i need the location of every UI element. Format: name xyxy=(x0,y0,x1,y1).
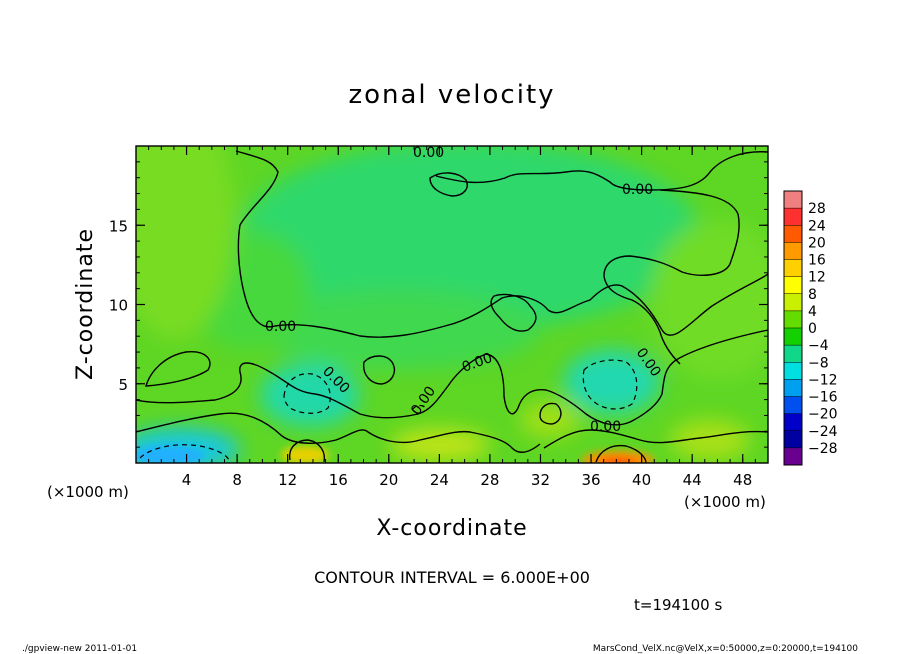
colorbar-swatch xyxy=(784,379,802,397)
neg-contour-right xyxy=(582,359,638,410)
colorbar-swatch xyxy=(784,328,802,346)
x-tick-label: 8 xyxy=(232,471,242,489)
chart-title: zonal velocity xyxy=(348,80,555,110)
colorbar-swatch xyxy=(784,259,802,277)
contour-interval-label: CONTOUR INTERVAL = 6.000E+00 xyxy=(314,568,590,587)
y-axis: 5 10 15 xyxy=(109,145,768,464)
contour-label: 0.00 xyxy=(590,419,621,435)
colorbar-label: 4 xyxy=(808,304,817,320)
contour-small-3 xyxy=(595,444,647,463)
colorbar-label: −8 xyxy=(808,355,829,371)
colorbar-label: 28 xyxy=(808,201,826,217)
footer-left: ./gpview-new 2011-01-01 xyxy=(22,644,137,654)
x-tick-label: 36 xyxy=(581,471,600,489)
colorbar-swatch xyxy=(784,225,802,243)
contour-small-4 xyxy=(539,402,562,425)
colorbar-label: 16 xyxy=(808,253,826,269)
colorbar-swatch xyxy=(784,310,802,329)
contour-island-2 xyxy=(363,355,396,385)
contour-small-2 xyxy=(289,439,326,463)
colorbar-label: −4 xyxy=(808,338,829,354)
x-tick-label: 32 xyxy=(531,471,550,489)
y-axis-label: Z-coordinate xyxy=(73,228,98,380)
contour-label: 0.00 xyxy=(622,182,653,198)
zero-contour-upper xyxy=(235,150,768,338)
footer-right: MarsCond_VelX.nc@VelX,x=0:50000,z=0:2000… xyxy=(593,644,858,654)
colorbar-swatch xyxy=(784,276,802,295)
x-axis-label: X-coordinate xyxy=(376,516,527,541)
y-tick-label: 15 xyxy=(109,217,128,235)
colorbar-swatch xyxy=(784,430,802,449)
field-shading xyxy=(136,146,768,463)
neg-contour-small xyxy=(411,404,429,411)
y-tick-label: 5 xyxy=(118,376,128,394)
colorbar-label: 24 xyxy=(808,218,826,234)
colorbar-label: −28 xyxy=(808,441,838,457)
x-tick-label: 24 xyxy=(430,471,449,489)
x-tick-label: 44 xyxy=(683,471,702,489)
colorbar-label: 20 xyxy=(808,235,826,251)
colorbar-swatch xyxy=(784,208,802,226)
colorbar-label: 12 xyxy=(808,270,826,286)
zero-contour-lower xyxy=(136,329,768,426)
colorbar-swatch xyxy=(784,396,802,414)
colorbar-label: 8 xyxy=(808,287,817,303)
x-tick-label: 4 xyxy=(182,471,192,489)
y-tick-label: 10 xyxy=(109,297,128,315)
x-tick-label: 20 xyxy=(379,471,398,489)
colorbar-label: −16 xyxy=(808,390,838,406)
contour-small-1 xyxy=(145,351,211,387)
neg-contour-mid xyxy=(283,373,331,414)
x-tick-label: 16 xyxy=(329,471,348,489)
colorbar-swatch xyxy=(784,413,802,432)
colorbar-swatch xyxy=(784,293,802,312)
x-tick-label: 40 xyxy=(632,471,651,489)
neg-contour-left xyxy=(139,444,231,463)
negative-contours xyxy=(139,359,638,463)
x-tick-label: 12 xyxy=(278,471,297,489)
contour-bottom-left xyxy=(136,412,541,454)
colorbar-label: −20 xyxy=(808,407,838,423)
colorbar-label: −24 xyxy=(808,424,838,440)
colorbar-label: 0 xyxy=(808,321,817,337)
x-tick-label: 28 xyxy=(480,471,499,489)
colorbar-swatch xyxy=(784,345,802,363)
zero-contour-right-loop xyxy=(435,151,768,365)
colorbar-swatch xyxy=(784,447,802,466)
x-axis: 4 8 12 16 20 24 28 32 36 40 44 48 xyxy=(135,146,769,489)
time-label: t=194100 s xyxy=(634,596,722,614)
contour-bottom-right xyxy=(543,429,768,449)
colorbar-swatch xyxy=(784,362,802,380)
plot-area: 0.00 0.00 0.00 0.00 0.00 0.00 0.00 0.00 xyxy=(136,145,768,463)
x-axis-unit-right: (×1000 m) xyxy=(684,493,766,511)
x-axis-unit-left: (×1000 m) xyxy=(47,483,129,501)
colorbar-swatch xyxy=(784,242,802,260)
contour-label: 0.00 xyxy=(265,319,296,335)
colorbar-swatch xyxy=(784,191,802,209)
colorbar-label: −12 xyxy=(808,372,838,388)
x-tick-label: 48 xyxy=(733,471,752,489)
contour-island-1 xyxy=(490,293,537,332)
contour-lines xyxy=(136,150,768,463)
contour-label: 0.00 xyxy=(413,145,444,161)
contour-island-3 xyxy=(429,172,468,197)
